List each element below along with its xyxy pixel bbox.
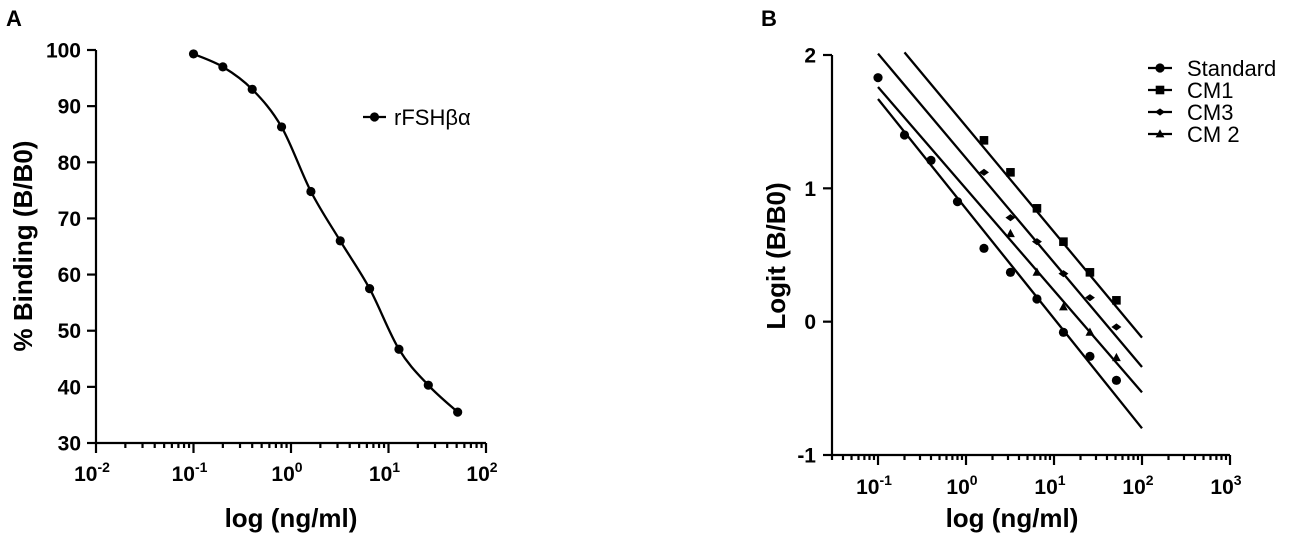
chart-a-y-tick-label: 30 (58, 433, 81, 456)
chart-a-data-point (365, 284, 375, 294)
chart-a-legend-label: rFSHβα (394, 105, 471, 130)
chart-b-data-point-0 (873, 73, 883, 83)
chart-b-data-point-1 (1112, 296, 1121, 305)
chart-a-x-axis-title: log (ng/ml) (225, 503, 358, 533)
chart-b-x-tick-label: 101 (1034, 472, 1065, 499)
chart-b-data-point-1 (979, 136, 989, 145)
chart-b-fit-line-2 (877, 52, 1143, 368)
chart-b-legend-label: CM3 (1187, 100, 1233, 125)
chart-b-data-point-1 (1032, 204, 1042, 213)
chart-a-y-tick-label: 40 (58, 376, 81, 399)
chart-a-data-point (306, 186, 316, 197)
chart-b-x-axis-title: log (ng/ml) (946, 503, 1079, 533)
chart-b-data-point-2 (1058, 270, 1069, 278)
chart-b-data-point-0 (1111, 375, 1122, 385)
chart-b-data-point-0 (899, 130, 910, 140)
chart-b-legend-marker (1155, 63, 1165, 73)
chart-b-y-tick-label: 2 (804, 45, 816, 68)
chart-b-y-tick-label: 0 (804, 311, 816, 334)
chart-a-x-tick-label: 10-2 (74, 459, 110, 486)
chart-a-data-point (394, 344, 404, 354)
chart-b-y-axis-title: Logit (B/B0) (761, 182, 791, 329)
chart-a-y-axis-title: % Binding (B/B0) (8, 141, 38, 352)
chart-b-data-point-0 (1058, 327, 1069, 337)
chart-b-data-point-0 (1005, 267, 1016, 277)
chart-b-data-point-0 (926, 155, 936, 165)
chart-a: 30 40 50 60 70 80 90 100 10-2 10-1 100 101 102 rFSHβα (46, 40, 498, 487)
chart-a-y-tick-label: 90 (58, 96, 81, 119)
chart-a-legend-marker (369, 112, 380, 122)
chart-b-x-tick-label: 100 (946, 472, 977, 499)
chart-b-y-tick-label: -1 (797, 445, 816, 468)
chart-b-data-point-0 (1085, 351, 1095, 361)
chart-b-data-point-1 (1006, 168, 1015, 177)
chart-a-x-tick-label: 102 (466, 459, 497, 486)
chart-b-data-point-0 (952, 197, 963, 207)
chart-b-legend-marker (1155, 85, 1165, 95)
chart-b-data-point-1 (1085, 268, 1095, 277)
chart-a-y-tick-label: 60 (58, 264, 81, 287)
chart-b-fit-line-3 (877, 86, 1143, 394)
chart-b-data-point-3 (1059, 302, 1068, 311)
chart-a-y-tick-label: 70 (58, 208, 81, 231)
chart-b-legend-label: Standard (1187, 56, 1276, 81)
chart-b-data-point-2 (978, 168, 989, 176)
chart-b-data-point-0 (979, 243, 989, 253)
chart-b-x-tick-label: 102 (1122, 472, 1153, 499)
chart-b-y-tick-label: 1 (804, 178, 816, 201)
chart-b-data-point-0 (1032, 294, 1042, 304)
chart-a-x-tick-label: 100 (271, 459, 302, 486)
panel-letter-b: B (761, 6, 777, 31)
chart-b-legend-marker (1155, 108, 1165, 116)
chart-b-legend-label: CM 2 (1187, 122, 1240, 147)
chart-a-data-point (423, 380, 433, 390)
chart-a-data-point (247, 84, 257, 94)
chart-a-y-tick-label: 50 (58, 320, 81, 343)
chart-b-data-point-3 (1006, 228, 1015, 238)
chart-b-data-point-3 (1112, 352, 1121, 362)
chart-b-data-point-3 (1085, 327, 1095, 336)
chart-a-y-tick-label: 80 (58, 152, 81, 175)
chart-b-fit-line-0 (877, 98, 1143, 430)
chart-a-x-tick-label: 101 (369, 459, 400, 486)
chart-a-y-tick-label: 100 (46, 40, 81, 63)
chart-a-fit-curve (193, 52, 459, 413)
chart-a-data-point (218, 62, 228, 72)
panel-letter-a: A (6, 6, 22, 31)
chart-b-legend-marker (1155, 129, 1165, 138)
chart-b-data-point-1 (1059, 237, 1068, 246)
chart-a-x-tick-label: 10-1 (172, 459, 208, 486)
chart-a-data-point (276, 122, 287, 132)
chart-b-x-tick-label: 103 (1210, 472, 1241, 499)
chart-b-legend-label: CM1 (1187, 78, 1233, 103)
chart-a-data-point (188, 49, 199, 59)
chart-b-data-point-2 (1005, 214, 1016, 222)
chart-b-data-point-2 (1084, 294, 1095, 302)
chart-a-data-point (453, 407, 463, 417)
chart-b-x-tick-label: 10-1 (856, 472, 892, 499)
chart-a-data-point (335, 236, 345, 246)
chart-b-fit-line-1 (903, 51, 1143, 339)
chart-b-data-point-2 (1031, 238, 1042, 246)
chart-b-data-point-3 (1032, 267, 1042, 276)
chart-b-data-point-2 (1111, 323, 1122, 331)
